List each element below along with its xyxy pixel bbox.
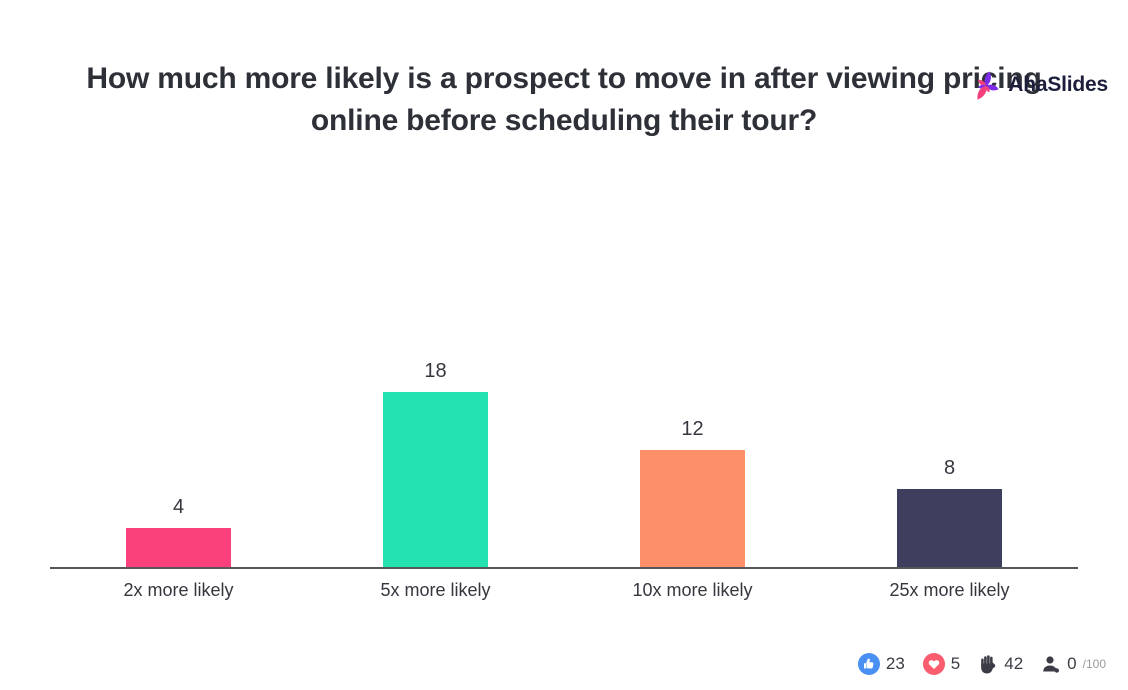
bar-category-label: 25x more likely — [889, 580, 1010, 600]
raised-hand-icon — [981, 655, 996, 674]
bar-value-label: 12 — [681, 418, 704, 440]
bar-group: 12 — [564, 418, 821, 567]
bar-group: 18 — [307, 360, 564, 567]
likes-stat: 23 — [857, 652, 905, 676]
page-title: How much more likely is a prospect to mo… — [86, 62, 1042, 137]
hearts-stat: 5 — [922, 652, 960, 676]
bar — [383, 392, 488, 567]
participants-max: /100 — [1082, 657, 1106, 671]
bar-category-label: 10x more likely — [632, 580, 753, 600]
bar — [126, 528, 231, 567]
thumbs-up-icon — [857, 653, 880, 675]
raised-hands-count: 42 — [1004, 654, 1024, 673]
participants-stat: 0/100 — [1040, 653, 1106, 675]
bar-value-label: 18 — [424, 360, 447, 382]
chart-plot-area: 4 18 12 8 — [50, 358, 1078, 569]
bar-chart: 4 18 12 8 2x more likely 5x more likely 10x m… — [50, 358, 1078, 601]
participants-icon — [1043, 656, 1060, 673]
bar-category-label: 5x more likely — [380, 580, 491, 600]
ahaslides-logo: AhaSlides — [968, 68, 1108, 102]
chart-category-row: 2x more likely 5x more likely 10x more lik… — [50, 569, 1078, 601]
likes-count: 23 — [885, 654, 905, 673]
hearts-count: 5 — [950, 654, 961, 673]
bar — [897, 489, 1002, 567]
bar-value-label: 4 — [172, 496, 185, 518]
bar — [640, 450, 745, 567]
heart-icon — [922, 653, 945, 675]
participants-count: 0 — [1067, 654, 1077, 673]
raised-hands-stat: 42 — [977, 653, 1023, 675]
bar-group: 8 — [821, 457, 1078, 567]
bar-value-label: 8 — [943, 457, 956, 479]
bar-group: 4 — [50, 496, 307, 567]
ahaslides-logo-text: AhaSlides — [1008, 73, 1108, 96]
ahaslides-logo-icon — [977, 71, 999, 100]
reaction-stats: 23 5 42 0/100 — [857, 652, 1106, 676]
bar-category-label: 2x more likely — [123, 580, 234, 600]
